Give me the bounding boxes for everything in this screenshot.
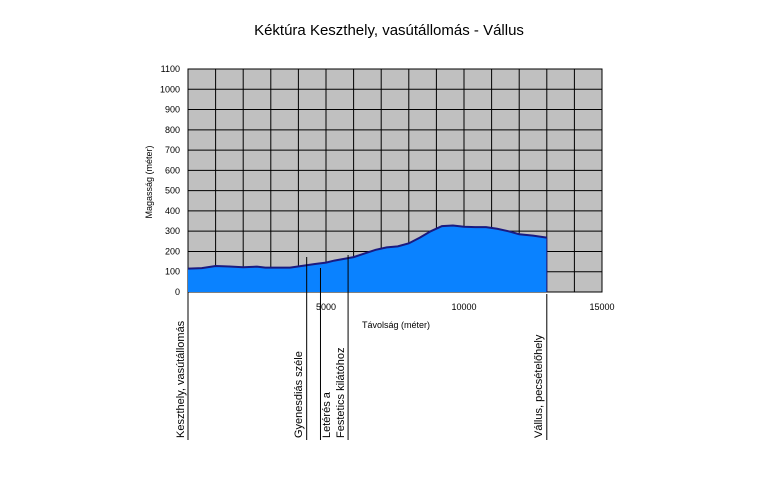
y-tick-label: 800 <box>165 125 180 135</box>
y-tick-label: 600 <box>165 165 180 175</box>
y-tick-label: 400 <box>165 206 180 216</box>
x-tick-label: 5000 <box>316 302 336 312</box>
x-axis-label: Távolság (méter) <box>362 320 430 330</box>
y-tick-label: 500 <box>165 186 180 196</box>
y-axis-ticks: 0 100 200 300 400 500 600 700 800 900 1000 1100 <box>160 64 180 297</box>
x-tick-label: 15000 <box>589 302 614 312</box>
y-tick-label: 700 <box>165 145 180 155</box>
y-tick-label: 1000 <box>160 84 180 94</box>
waypoint-label: Keszthely, vasútállomás <box>175 320 187 438</box>
waypoint-label: Festetics kilátóhoz <box>335 348 347 438</box>
y-tick-label: 900 <box>165 105 180 115</box>
waypoint-markers: Keszthely, vasútállomás Gyenesdiás széle L… <box>175 255 548 440</box>
elevation-line <box>187 224 547 270</box>
y-tick-label: 300 <box>165 226 180 236</box>
y-axis-label: Magasság (méter) <box>144 145 154 218</box>
y-tick-label: 0 <box>175 287 180 297</box>
y-tick-label: 1100 <box>161 64 180 74</box>
y-tick-label: 100 <box>165 267 180 277</box>
waypoint-label: Gyenesdiás széle <box>293 351 305 438</box>
elevation-area <box>188 225 547 292</box>
waypoint-label: Vállus, pecsételőhely <box>533 334 545 438</box>
x-tick-label: 10000 <box>451 302 476 312</box>
elevation-series <box>187 224 548 292</box>
waypoint-label: Letérés a <box>321 391 333 438</box>
chart-title: Kéktúra Keszthely, vasútállomás - Vállus <box>254 22 524 39</box>
x-axis-ticks: 5000 10000 15000 <box>316 302 615 312</box>
y-tick-label: 200 <box>165 246 180 256</box>
